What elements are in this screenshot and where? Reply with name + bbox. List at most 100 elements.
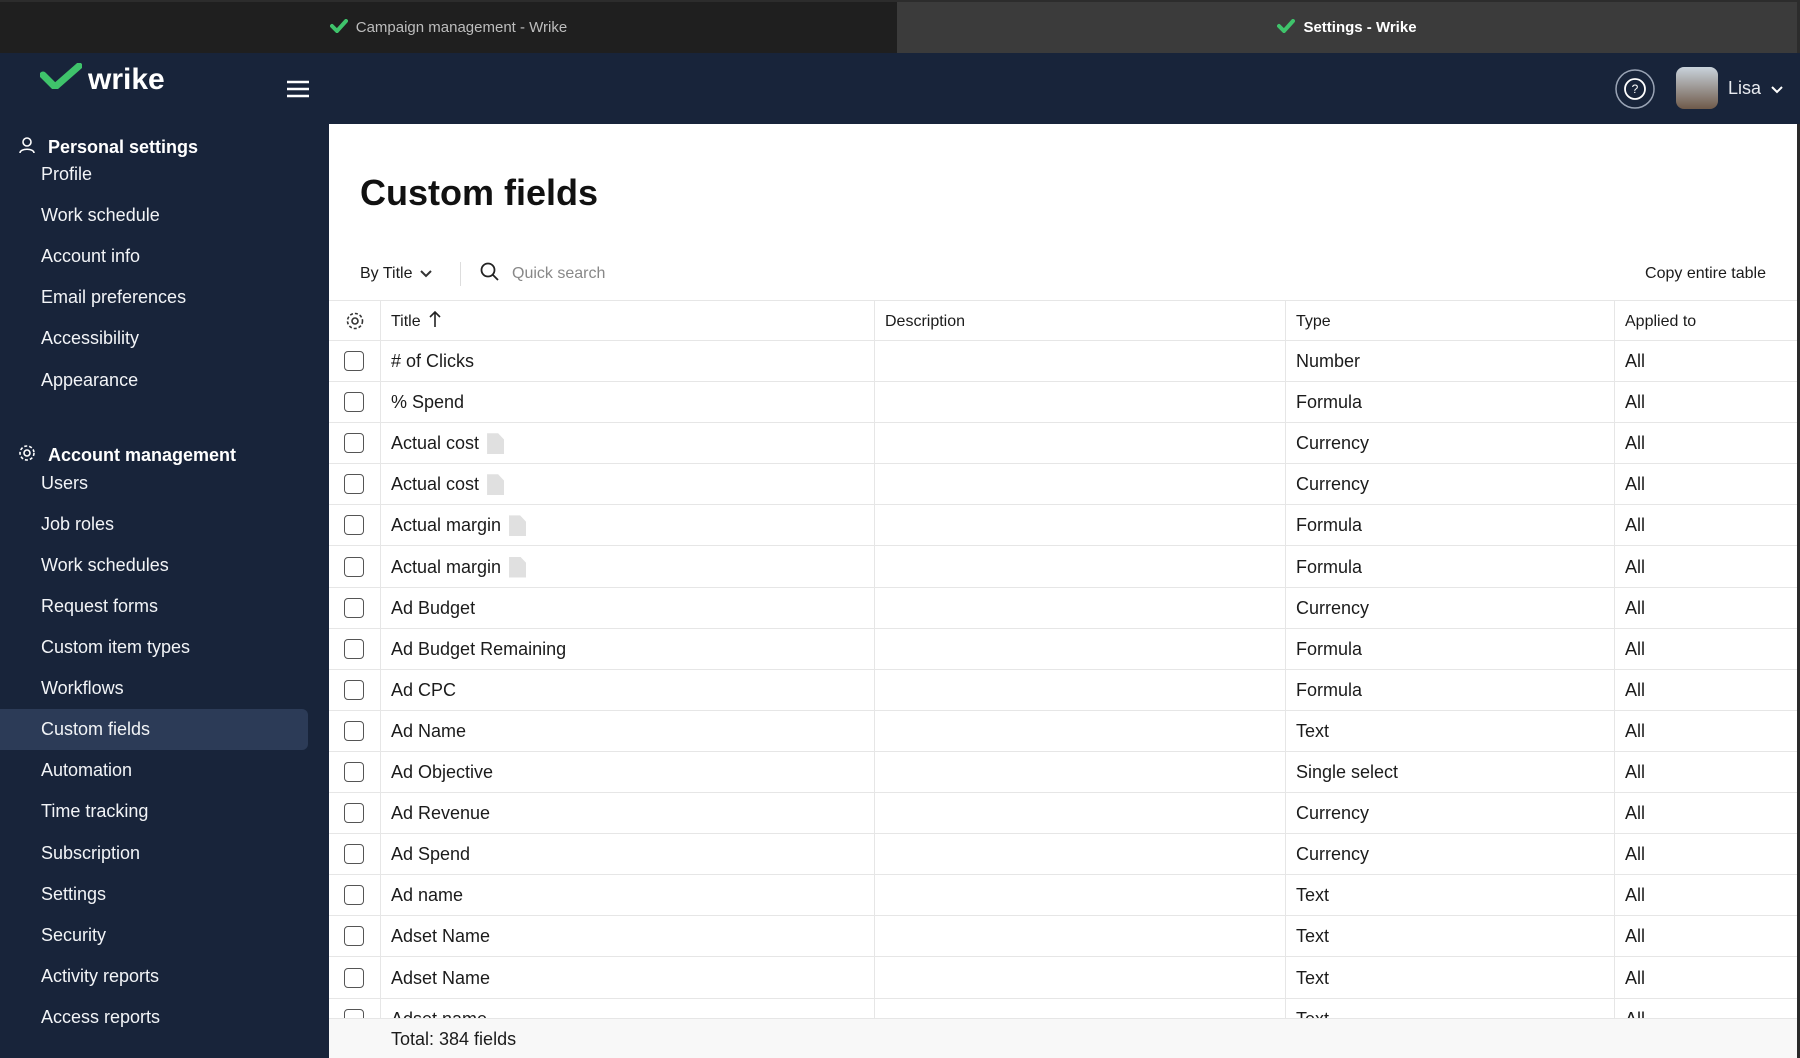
nav-item[interactable]: Custom fields: [0, 709, 308, 751]
table-row[interactable]: Adset Name Text All: [329, 916, 1797, 958]
column-divider: [874, 300, 875, 1058]
table-row[interactable]: Ad name Text All: [329, 875, 1797, 917]
tab-favicon: [329, 18, 348, 37]
settings-icon: [345, 311, 365, 336]
row-checkbox[interactable]: [344, 597, 364, 618]
table-row[interactable]: Ad CPC Formula All: [329, 670, 1797, 711]
logo[interactable]: wrike: [39, 62, 165, 97]
title-text: Actual cost: [391, 433, 480, 454]
table-row[interactable]: Actual cost Currency All: [329, 423, 1797, 465]
copy-table-button[interactable]: Copy entire table: [1645, 265, 1766, 282]
column-header[interactable]: Description: [885, 301, 965, 342]
nav-item[interactable]: Email preferences: [41, 287, 187, 308]
table-row[interactable]: Ad Budget Remaining Formula All: [329, 629, 1797, 670]
search-placeholder: Quick search: [512, 265, 606, 282]
table-row[interactable]: Actual margin Formula All: [329, 505, 1797, 547]
section-icon: [18, 136, 36, 159]
nav-item[interactable]: Time tracking: [41, 801, 149, 822]
nav-item[interactable]: Profile: [41, 164, 93, 184]
row-checkbox[interactable]: [344, 556, 364, 577]
menu-button-svg: [287, 80, 309, 98]
table-row[interactable]: Actual cost Currency All: [329, 464, 1797, 506]
row-checkbox[interactable]: [344, 762, 364, 782]
column-header[interactable]: Applied to: [1625, 301, 1696, 342]
tab-favicon-svg: [1277, 18, 1296, 34]
logo-mark: [39, 62, 83, 97]
nav-item[interactable]: Accessibility: [41, 328, 140, 349]
column-header[interactable]: Type: [1296, 301, 1331, 342]
cell-title: Adset Name: [391, 958, 490, 999]
table-row[interactable]: Actual margin Formula All: [329, 547, 1797, 588]
row-checkbox[interactable]: [344, 844, 364, 865]
cell-applied: All: [1625, 351, 1646, 371]
browser-tab[interactable]: Settings - Wrike: [897, 2, 1797, 53]
title-text: # of Clicks: [391, 351, 475, 371]
table-row[interactable]: Ad Budget Currency All: [329, 588, 1797, 629]
cell-title: Ad Budget: [391, 588, 475, 629]
nav-item[interactable]: Job roles: [41, 513, 115, 534]
nav-item[interactable]: Work schedules: [41, 554, 169, 575]
row-checkbox[interactable]: [344, 474, 364, 495]
user-menu[interactable]: Lisa: [1676, 67, 1783, 109]
cell-title: Ad Name: [391, 711, 466, 752]
cell-applied: All: [1625, 885, 1646, 906]
nav-item[interactable]: Request forms: [41, 595, 159, 616]
table-row[interactable]: Ad Revenue Currency All: [329, 793, 1797, 835]
nav-item[interactable]: Custom item types: [41, 637, 191, 657]
tab-title: Campaign management - Wrike: [355, 19, 568, 36]
row-checkbox[interactable]: [344, 803, 364, 824]
sort-arrow: [429, 310, 441, 333]
cell-type: Currency: [1296, 433, 1370, 454]
row-checkbox[interactable]: [344, 351, 364, 371]
nav-item[interactable]: Work schedule: [41, 205, 160, 226]
title-text: Ad Objective: [391, 762, 494, 782]
browser-tab[interactable]: Campaign management - Wrike: [0, 2, 897, 53]
column-header[interactable]: Title: [391, 301, 441, 342]
column-title: Applied to: [1625, 312, 1697, 330]
nav-item[interactable]: Automation: [41, 760, 133, 781]
row-checkbox[interactable]: [344, 515, 364, 536]
cell-type: Currency: [1296, 474, 1370, 495]
title-text: Actual margin: [391, 515, 502, 536]
row-checkbox[interactable]: [344, 720, 364, 741]
column-title: Type: [1296, 312, 1331, 330]
nav-item[interactable]: Account info: [41, 246, 141, 267]
row-checkbox[interactable]: [344, 885, 364, 906]
title-text: Ad Budget: [391, 597, 476, 618]
cell-title: # of Clicks: [391, 341, 474, 382]
cell-title: Ad Objective: [391, 752, 493, 793]
search-box[interactable]: Quick search: [480, 262, 605, 286]
row-checkbox[interactable]: [344, 392, 364, 413]
cell-title: Actual margin: [391, 505, 527, 546]
nav-item[interactable]: Users: [41, 472, 89, 493]
nav-item[interactable]: Security: [41, 924, 107, 945]
table-row[interactable]: Ad Objective Single select All: [329, 752, 1797, 793]
title-text: Ad Budget Remaining: [391, 638, 567, 659]
nav-item[interactable]: Settings: [41, 883, 107, 904]
sort-dropdown[interactable]: By Title: [360, 262, 433, 286]
section-icon: [18, 444, 36, 467]
table-row[interactable]: # of Clicks Number All: [329, 341, 1797, 382]
nav-item[interactable]: Workflows: [41, 678, 124, 699]
row-checkbox[interactable]: [344, 433, 364, 454]
window-edge: [1797, 124, 1800, 1058]
table-row[interactable]: Adset Name Text All: [329, 958, 1797, 999]
doc-icon: [487, 433, 505, 455]
tab-favicon: [1277, 18, 1296, 37]
row-checkbox[interactable]: [344, 679, 364, 700]
nav-item[interactable]: Access reports: [41, 1006, 161, 1027]
nav-item[interactable]: Subscription: [41, 842, 141, 863]
table-row[interactable]: Ad Spend Currency All: [329, 834, 1797, 876]
help-button-svg: ?: [1615, 69, 1655, 109]
table-row[interactable]: % Spend Formula All: [329, 382, 1797, 424]
row-checkbox[interactable]: [344, 638, 364, 659]
nav-item[interactable]: Activity reports: [41, 965, 160, 986]
cell-type: Text: [1296, 885, 1330, 906]
cell-title: Ad name: [391, 875, 463, 916]
sidebar: Personal settings Profile Work schedule Acc…: [0, 124, 329, 1058]
row-checkbox[interactable]: [344, 926, 364, 947]
table-row[interactable]: Ad Name Text All: [329, 711, 1797, 752]
row-checkbox[interactable]: [344, 967, 364, 988]
section-title: Account management: [48, 445, 237, 466]
nav-item[interactable]: Appearance: [41, 369, 139, 390]
